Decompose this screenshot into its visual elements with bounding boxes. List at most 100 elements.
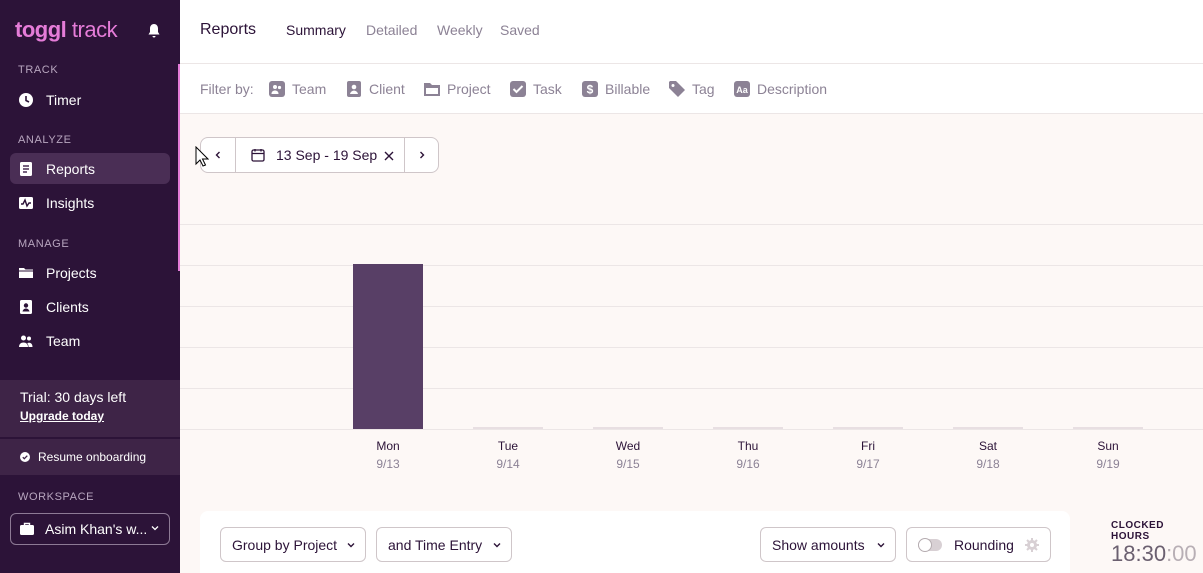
chart-bar-sat[interactable] <box>953 427 1023 429</box>
chart-day-label: Sun <box>1097 439 1119 453</box>
sidebar-item-clients[interactable]: Clients <box>10 291 170 322</box>
section-analyze: ANALYZE <box>18 134 72 146</box>
tab-detailed[interactable]: Detailed <box>366 22 418 38</box>
sidebar-item-insights[interactable]: Insights <box>10 187 170 218</box>
trial-title: Trial: 30 days left <box>20 389 127 405</box>
client-icon <box>347 81 361 97</box>
section-workspace: WORKSPACE <box>18 491 95 503</box>
dollar-icon: $ <box>582 81 598 97</box>
chart-gridline <box>180 347 1203 348</box>
insights-icon <box>19 196 33 209</box>
filter-label: Filter by: <box>200 81 254 97</box>
gear-icon[interactable] <box>1024 537 1040 553</box>
folder-icon <box>19 267 33 278</box>
chart-date-label: 9/13 <box>376 457 400 471</box>
group-by-label: Group by Project <box>232 536 338 553</box>
clocked-hours-label: CLOCKED HOURS <box>1111 520 1164 542</box>
chart-gridline <box>180 429 1203 430</box>
rounding-label: Rounding <box>954 536 1014 553</box>
sub-group-label: and Time Entry <box>388 536 483 553</box>
rounding-control: Rounding <box>906 527 1051 562</box>
chart-gridline <box>180 265 1203 266</box>
sub-group-dropdown[interactable]: and Time Entry <box>376 527 512 562</box>
filter-project[interactable]: Project <box>423 80 491 98</box>
sidebar-item-label: Insights <box>46 194 95 211</box>
mouse-cursor-icon <box>195 146 209 167</box>
clock-icon <box>19 92 33 107</box>
tab-summary[interactable]: Summary <box>286 22 346 38</box>
bell-icon[interactable] <box>146 23 162 39</box>
page-title: Reports <box>200 21 257 38</box>
filter-task[interactable]: Task <box>509 80 562 98</box>
chart-date-label: 9/17 <box>856 457 880 471</box>
chart-date-label: 9/16 <box>736 457 760 471</box>
date-range-picker: 13 Sep - 19 Sep <box>200 137 439 173</box>
chart-day-label: Wed <box>615 439 641 453</box>
sidebar-item-reports[interactable]: Reports <box>10 153 170 184</box>
chart-day-label: Sat <box>978 439 997 453</box>
sidebar-item-label: Reports <box>46 160 96 177</box>
filter-tag[interactable]: Tag <box>668 80 715 98</box>
sidebar-item-timer[interactable]: Timer <box>10 84 170 115</box>
chart-bar-mon[interactable] <box>353 264 423 429</box>
rounding-toggle[interactable] <box>918 537 942 552</box>
sidebar-item-label: Clients <box>46 298 89 315</box>
calendar-icon <box>251 149 265 162</box>
tab-saved[interactable]: Saved <box>500 22 540 38</box>
previous-week-button[interactable] <box>201 138 236 172</box>
chart-bar-fri[interactable] <box>833 427 903 429</box>
chevron-down-icon <box>877 543 885 548</box>
tab-weekly[interactable]: Weekly <box>437 22 483 38</box>
reports-icon <box>20 161 32 176</box>
text-icon: Aa <box>734 81 750 97</box>
check-circle-icon <box>20 452 30 462</box>
sidebar-item-team[interactable]: Team <box>10 325 170 356</box>
sidebar-item-label: Projects <box>46 264 97 281</box>
show-amounts-dropdown[interactable]: Show amounts <box>760 527 896 562</box>
clear-icon[interactable] <box>383 150 395 162</box>
team-icon <box>269 81 285 97</box>
daily-hours-chart: Mon 9/13 Tue 9/14 Wed 9/15 Thu 9/16 Fri 9/17 Sat 9/… <box>180 210 1203 480</box>
chart-bar-wed[interactable] <box>593 427 663 429</box>
svg-text:Aa: Aa <box>736 85 748 95</box>
chart-date-label: 9/18 <box>976 457 1000 471</box>
chevron-down-icon <box>493 543 501 548</box>
app-logo[interactable]: toggl track <box>15 17 118 42</box>
workspace-name: Asim Khan's w... <box>45 521 148 537</box>
chart-date-label: 9/15 <box>616 457 640 471</box>
filter-client[interactable]: Client <box>345 80 405 98</box>
next-week-button[interactable] <box>404 138 438 172</box>
show-amounts-label: Show amounts <box>772 536 865 553</box>
chart-bar-thu[interactable] <box>713 427 783 429</box>
onboarding-label: Resume onboarding <box>38 450 147 464</box>
chart-bar-tue[interactable] <box>473 427 543 429</box>
filter-team[interactable]: Team <box>268 80 326 98</box>
workspace-select[interactable]: Asim Khan's w... <box>10 513 170 545</box>
upgrade-link[interactable]: Upgrade today <box>20 409 105 423</box>
client-icon <box>20 299 32 314</box>
svg-text:$: $ <box>587 83 594 97</box>
resume-onboarding-button[interactable]: Resume onboarding <box>0 439 180 475</box>
chart-day-label: Mon <box>376 439 400 453</box>
section-track: TRACK <box>18 64 59 76</box>
date-range-button[interactable]: 13 Sep - 19 Sep <box>236 147 404 163</box>
sidebar-item-label: Team <box>46 332 81 349</box>
chart-bar-sun[interactable] <box>1073 427 1143 429</box>
sidebar-item-projects[interactable]: Projects <box>10 257 170 288</box>
checkbox-icon <box>510 81 526 97</box>
chart-date-label: 9/14 <box>496 457 520 471</box>
chevron-down-icon <box>347 543 355 548</box>
folder-icon <box>424 83 440 96</box>
group-by-dropdown[interactable]: Group by Project <box>220 527 366 562</box>
briefcase-icon <box>20 522 34 535</box>
chevron-down-icon <box>151 526 159 531</box>
report-content <box>180 114 1203 573</box>
chart-gridline <box>180 388 1203 389</box>
filter-billable[interactable]: $ Billable <box>581 80 650 98</box>
team-icon <box>19 335 33 347</box>
chevron-right-icon <box>419 151 424 159</box>
filter-description[interactable]: Aa Description <box>733 80 827 98</box>
sidebar-item-label: Timer <box>46 91 82 108</box>
clocked-hours-value: 18:30:00 <box>1111 541 1197 566</box>
scroll-indicator <box>178 64 180 271</box>
